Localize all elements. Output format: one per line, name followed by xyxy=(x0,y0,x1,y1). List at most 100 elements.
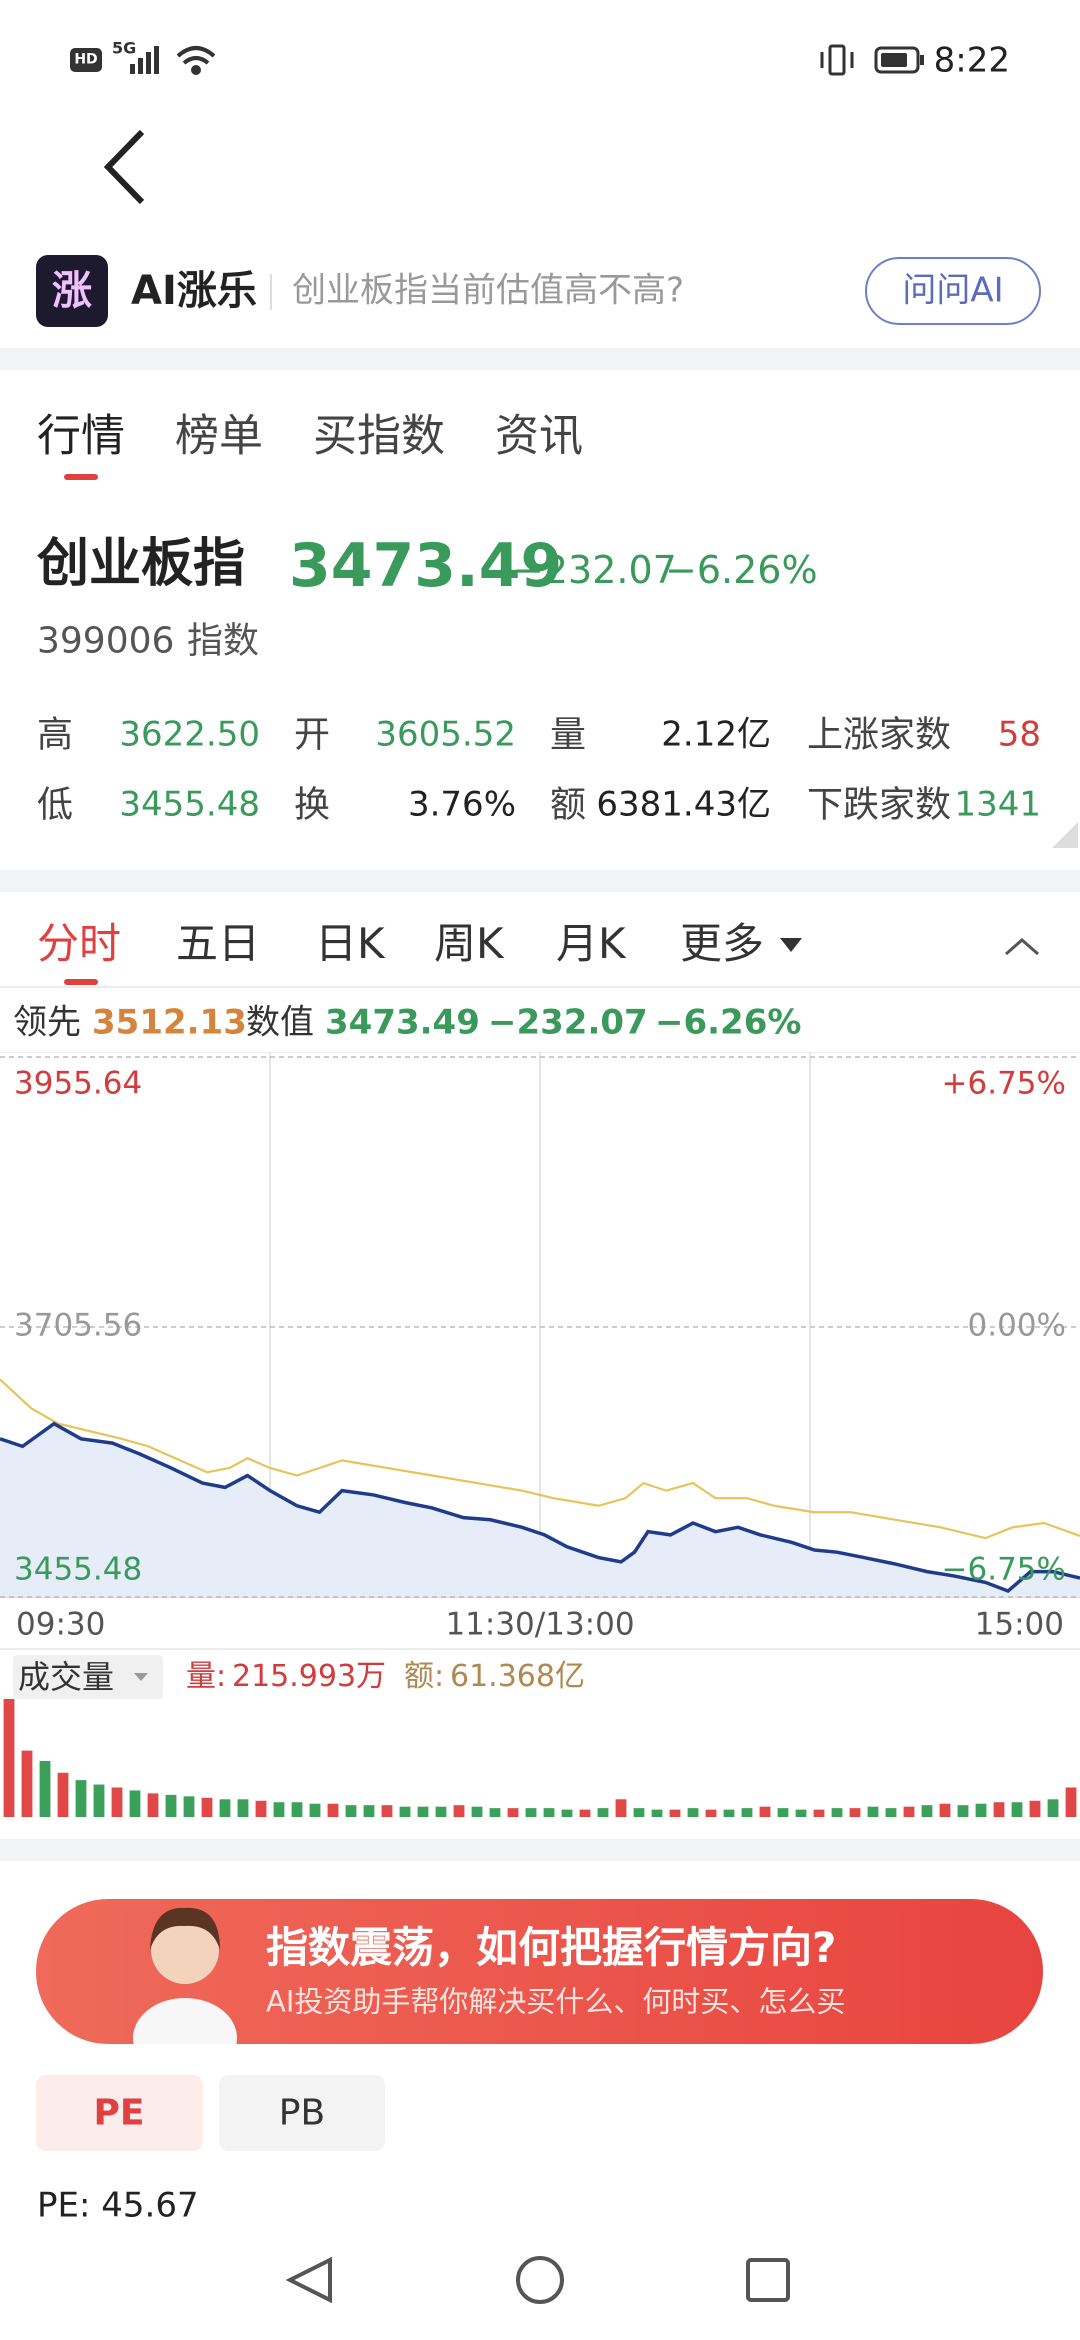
back-button[interactable] xyxy=(50,0,1080,230)
corner-mark xyxy=(1052,822,1078,848)
pe-value: PE: 45.67 xyxy=(37,2185,199,2226)
y-tick-label: 3455.48 xyxy=(14,1552,142,1588)
stat-value: 3622.50 xyxy=(119,714,260,755)
brand: AI涨乐 xyxy=(131,268,257,314)
lead-value: 3512.13 xyxy=(92,1002,247,1043)
x-tick-label: 11:30/13:00 xyxy=(445,1607,634,1643)
intraday-chart: 3955.64 3705.56 3455.48 +6.75% 0.00% −6.75% 09… xyxy=(0,1052,1080,1643)
nav-back[interactable] xyxy=(285,2256,332,2304)
volume-bar xyxy=(219,1799,231,1817)
ask-ai-button[interactable] xyxy=(865,257,1041,325)
volume-bar xyxy=(1011,1802,1023,1817)
volume-bar xyxy=(885,1808,897,1817)
volume-bar xyxy=(813,1809,825,1817)
stat-label: 上涨家数 xyxy=(807,714,952,756)
volume-bar xyxy=(993,1802,1005,1817)
pb-tab-label[interactable]: PB xyxy=(278,2092,326,2134)
separator xyxy=(0,1839,1080,1861)
turnover-label: 额: xyxy=(404,1659,445,1694)
chart-tab[interactable]: 更多 xyxy=(680,918,765,968)
volume-bar xyxy=(417,1806,429,1817)
volume-bar xyxy=(255,1800,267,1817)
x-tick-label: 15:00 xyxy=(975,1607,1064,1643)
index-kind: 指数 xyxy=(187,620,260,662)
chart-tab[interactable]: 五日 xyxy=(176,918,261,968)
volume-bar xyxy=(669,1809,681,1817)
volume-bar xyxy=(471,1806,483,1817)
volume-amount: 215.993万 xyxy=(232,1659,387,1694)
volume-bar xyxy=(165,1794,177,1817)
clock: 8:22 xyxy=(933,40,1010,81)
banner-subtitle[interactable]: AI投资助手帮你解决买什么、何时买、怎么买 xyxy=(266,1984,846,2019)
volume-bar xyxy=(309,1803,321,1817)
volume-bar xyxy=(93,1784,105,1817)
tab-indicator xyxy=(64,474,98,480)
stat-value: 1341 xyxy=(954,784,1041,825)
index-price: 3473.49 xyxy=(289,531,563,601)
pb-tab[interactable] xyxy=(219,2075,385,2151)
y2-tick-label: −6.75% xyxy=(942,1552,1066,1588)
pct: −6.26% xyxy=(655,1002,802,1043)
nav-bar xyxy=(285,2256,790,2304)
tab[interactable]: 行情 xyxy=(37,410,125,462)
pe-tab[interactable] xyxy=(36,2075,203,2151)
tab-indicator xyxy=(64,979,98,985)
divider xyxy=(0,1648,1080,1650)
signal-icon xyxy=(130,46,159,74)
volume-bar xyxy=(849,1808,861,1817)
stat-label: 换 xyxy=(294,784,331,826)
volume-bar xyxy=(561,1809,573,1817)
chart-tab[interactable]: 月K xyxy=(556,918,626,968)
volume-bar xyxy=(489,1808,501,1817)
lead-label: 领先 xyxy=(13,1002,81,1043)
chart-tab[interactable]: 周K xyxy=(434,918,504,968)
hd-label: HD xyxy=(74,51,98,68)
stat-label: 低 xyxy=(37,784,74,826)
price-area xyxy=(0,1423,1080,1597)
volume-bar xyxy=(75,1780,87,1817)
volume-bar xyxy=(327,1803,339,1817)
volume-label[interactable]: 成交量 xyxy=(18,1657,115,1696)
change: −232.07 xyxy=(488,1002,648,1043)
volume-bar xyxy=(723,1809,735,1817)
stat-value: 6381.43亿 xyxy=(596,784,771,825)
prompt: 创业板指当前估值高不高? xyxy=(292,270,685,311)
tab[interactable]: 买指数 xyxy=(313,410,445,462)
vibrate-icon xyxy=(820,44,854,76)
stat-label: 开 xyxy=(294,714,331,756)
volume-bar xyxy=(399,1806,411,1817)
hd-badge xyxy=(70,48,102,72)
volume-bar xyxy=(579,1809,591,1817)
status-icons xyxy=(70,44,924,76)
stat-value: 3455.48 xyxy=(119,784,260,825)
volume-bar xyxy=(1047,1799,1059,1817)
separator xyxy=(0,348,1080,370)
volume-bar xyxy=(651,1809,663,1817)
banner-title[interactable]: 指数震荡，如何把握行情方向? xyxy=(266,1922,837,1972)
assistant-avatar xyxy=(133,1907,237,2044)
chart-tab-icons xyxy=(780,938,1039,956)
ask-ai-label[interactable]: 问问AI xyxy=(902,270,1004,311)
volume-bar xyxy=(795,1809,807,1817)
nav-recent[interactable] xyxy=(746,2258,790,2302)
volume-bar xyxy=(363,1805,375,1817)
stat-value: 3605.52 xyxy=(375,714,516,755)
x-tick-label: 09:30 xyxy=(16,1607,105,1643)
chart-tab[interactable]: 日K xyxy=(315,918,385,968)
volume-bar xyxy=(129,1790,141,1817)
pe-tab-label[interactable]: PE xyxy=(93,2092,145,2134)
nav-home[interactable] xyxy=(516,2256,564,2304)
volume-bar xyxy=(507,1808,519,1817)
chart-tab[interactable]: 分时 xyxy=(37,918,122,968)
stat-value: 58 xyxy=(997,714,1041,755)
collapse-button[interactable] xyxy=(1005,938,1039,956)
volume-bar xyxy=(1065,1787,1077,1817)
volume-bar xyxy=(453,1805,465,1817)
tab[interactable]: 榜单 xyxy=(175,410,263,462)
volume-bar xyxy=(903,1806,915,1817)
volume-bar xyxy=(21,1750,33,1817)
tab[interactable]: 资讯 xyxy=(495,410,583,462)
volume-bar xyxy=(687,1808,699,1817)
